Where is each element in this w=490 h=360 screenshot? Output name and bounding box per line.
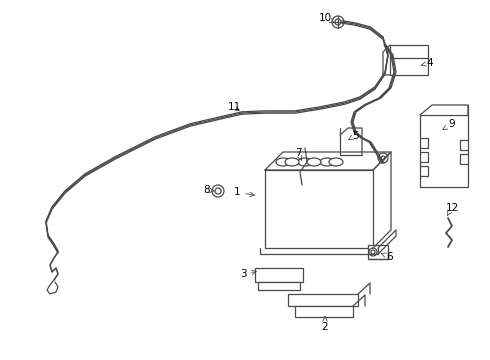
Text: 10: 10 <box>318 13 335 23</box>
Bar <box>368 245 388 259</box>
Text: 12: 12 <box>445 203 459 216</box>
Text: 5: 5 <box>349 131 358 141</box>
Text: 7: 7 <box>294 148 302 161</box>
Text: 1: 1 <box>234 187 254 197</box>
Ellipse shape <box>285 158 299 166</box>
Bar <box>390 45 428 75</box>
Bar <box>265 170 373 248</box>
Text: 6: 6 <box>381 252 393 262</box>
Text: 11: 11 <box>227 102 241 112</box>
Circle shape <box>335 19 341 25</box>
Text: 3: 3 <box>240 269 256 279</box>
Ellipse shape <box>307 158 321 166</box>
Text: 2: 2 <box>322 316 328 332</box>
Circle shape <box>381 156 385 160</box>
Circle shape <box>332 16 344 28</box>
Ellipse shape <box>329 158 343 166</box>
Circle shape <box>212 185 224 197</box>
Bar <box>295 306 353 317</box>
Circle shape <box>378 153 388 163</box>
Bar <box>258 282 300 290</box>
Bar <box>255 268 303 282</box>
Text: 4: 4 <box>421 58 433 68</box>
Circle shape <box>371 250 375 254</box>
Bar <box>288 294 358 306</box>
Bar <box>420 115 468 187</box>
Circle shape <box>215 188 221 194</box>
Text: 9: 9 <box>443 119 455 130</box>
Ellipse shape <box>320 158 334 166</box>
Text: 8: 8 <box>204 185 214 195</box>
Ellipse shape <box>276 158 290 166</box>
Circle shape <box>369 248 377 256</box>
Ellipse shape <box>298 158 312 166</box>
